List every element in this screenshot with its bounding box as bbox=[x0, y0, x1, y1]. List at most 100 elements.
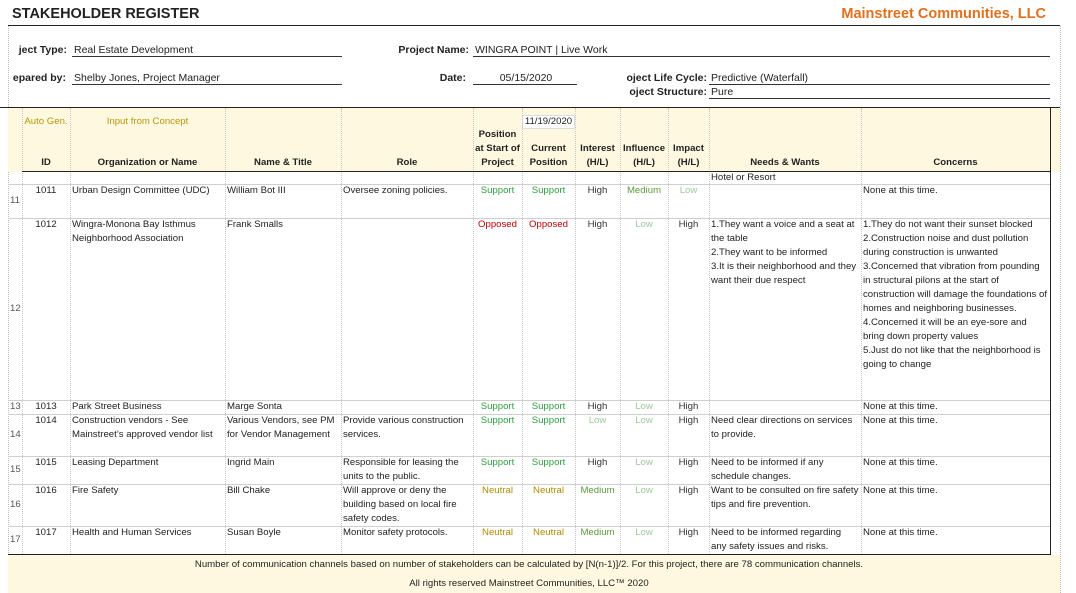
column-divider bbox=[620, 108, 621, 554]
cell: Low bbox=[635, 457, 653, 468]
field-value: WINGRA POINT | Live Work bbox=[473, 44, 1050, 57]
cell: Medium bbox=[580, 527, 615, 538]
list-item: 5.Just do not like that the neighborhood… bbox=[863, 345, 1041, 370]
cell: High bbox=[678, 401, 699, 412]
group-label: Auto Gen. bbox=[24, 116, 68, 127]
cell: 1013 bbox=[35, 401, 57, 412]
cell: High bbox=[587, 219, 608, 230]
column-divider bbox=[861, 108, 862, 554]
list-item: 4.Concerned it will be an eye-sore and b… bbox=[863, 317, 1027, 342]
cell: High bbox=[678, 485, 699, 496]
footer-rights: All rights reserved Mainstreet Communiti… bbox=[409, 578, 649, 589]
cell: Support bbox=[480, 185, 515, 196]
cell: 1.They do not want their sunset blocked 2… bbox=[861, 218, 1050, 400]
cell: None at this time. bbox=[863, 485, 938, 496]
cell: Need to be informed if any schedule chan… bbox=[711, 457, 824, 482]
cell: 1.They want a voice and a seat at the ta… bbox=[709, 218, 861, 400]
cell: Wingra-Monona Bay Isthmus Neighborhood A… bbox=[72, 219, 196, 244]
column-divider bbox=[225, 108, 226, 554]
row-line bbox=[8, 184, 1050, 185]
cell: 1017 bbox=[35, 527, 57, 538]
list-item: 2.Construction noise and dust pollution … bbox=[863, 233, 1029, 258]
field-value: 05/15/2020 bbox=[473, 72, 577, 85]
column-header: Name & Title bbox=[254, 157, 312, 168]
cell: Opposed bbox=[478, 219, 517, 230]
column-header: ID bbox=[41, 157, 51, 168]
row-line bbox=[8, 456, 1050, 457]
column-divider bbox=[70, 108, 71, 554]
field-value: Predictive (Waterfall) bbox=[709, 72, 1050, 85]
list-item: 3.Concerned that vibration from pounding… bbox=[863, 261, 1047, 314]
cell: High bbox=[678, 415, 699, 426]
list-item: 2.They want to be informed bbox=[711, 247, 828, 258]
row-line bbox=[8, 554, 1050, 555]
field-value: Real Estate Development bbox=[72, 44, 342, 57]
cell: Bill Chake bbox=[227, 485, 271, 496]
column-divider bbox=[709, 108, 710, 554]
gutter-line bbox=[1060, 26, 1061, 593]
cell: Support bbox=[480, 415, 515, 426]
cell: Neutral bbox=[533, 527, 564, 538]
column-header: Impact (H/L) bbox=[673, 143, 704, 168]
cell: Urban Design Committee (UDC) bbox=[72, 185, 210, 196]
company: Mainstreet Communities, LLC bbox=[841, 6, 1046, 22]
cell: Opposed bbox=[529, 219, 568, 230]
cell: 1012 bbox=[35, 219, 57, 230]
cell: Marge Sonta bbox=[227, 401, 282, 412]
group-label: Input from Concept bbox=[106, 116, 189, 127]
row-number: 11 bbox=[10, 195, 20, 206]
cell: Health and Human Services bbox=[72, 527, 192, 538]
row-line bbox=[8, 400, 1050, 401]
column-header: Concerns bbox=[933, 157, 978, 168]
row-line bbox=[8, 414, 1050, 415]
column-header: Interest (H/L) bbox=[580, 143, 615, 168]
cell: Support bbox=[531, 457, 566, 468]
cell: Medium bbox=[626, 185, 662, 196]
cell: None at this time. bbox=[863, 401, 938, 412]
field-label: ject Type: bbox=[18, 44, 67, 56]
column-header: Organization or Name bbox=[97, 157, 198, 168]
row-number: 15 bbox=[10, 464, 21, 475]
cell: Need clear directions on services to pro… bbox=[711, 415, 853, 440]
field-label: Date: bbox=[439, 72, 466, 84]
field-label: Project Name: bbox=[398, 44, 469, 56]
column-header: Current Position bbox=[529, 143, 568, 168]
cell: High bbox=[587, 457, 608, 468]
column-divider bbox=[22, 108, 23, 554]
column-divider bbox=[575, 108, 576, 554]
cell: High bbox=[587, 185, 608, 196]
row-line bbox=[8, 484, 1050, 485]
cell: Low bbox=[635, 219, 653, 230]
cell: 1016 bbox=[35, 485, 57, 496]
cell: Low bbox=[635, 401, 653, 412]
cell: Want to be consulted on fire safety tips… bbox=[711, 485, 859, 510]
cell: None at this time. bbox=[863, 185, 938, 196]
cell: Support bbox=[480, 457, 515, 468]
cell: High bbox=[678, 527, 699, 538]
column-header: Role bbox=[396, 157, 418, 168]
cell: Susan Boyle bbox=[227, 527, 281, 538]
list-item: 1.They do not want their sunset blocked bbox=[863, 219, 1033, 230]
cell: Low bbox=[635, 415, 653, 426]
cell: Neutral bbox=[533, 485, 564, 496]
list-item: 3.It is their neighborhood and they want… bbox=[711, 261, 857, 286]
row-number: 12 bbox=[10, 303, 21, 314]
cell: None at this time. bbox=[863, 457, 938, 468]
footer-band bbox=[8, 555, 1060, 593]
cell: Support bbox=[531, 185, 566, 196]
cell: Low bbox=[588, 415, 607, 426]
column-divider bbox=[668, 108, 669, 554]
cell: Various Vendors, see PM for Vendor Manag… bbox=[227, 415, 335, 440]
title: STAKEHOLDER REGISTER bbox=[12, 6, 200, 22]
cell: High bbox=[678, 219, 699, 230]
cell: High bbox=[587, 401, 608, 412]
cell: Medium bbox=[580, 485, 615, 496]
row-number: 14 bbox=[10, 429, 21, 440]
cell: Low bbox=[679, 185, 698, 196]
column-header: Needs & Wants bbox=[750, 157, 820, 168]
cell: Support bbox=[480, 401, 515, 412]
cell: Frank Smalls bbox=[227, 219, 283, 230]
cell: Fire Safety bbox=[72, 485, 119, 496]
